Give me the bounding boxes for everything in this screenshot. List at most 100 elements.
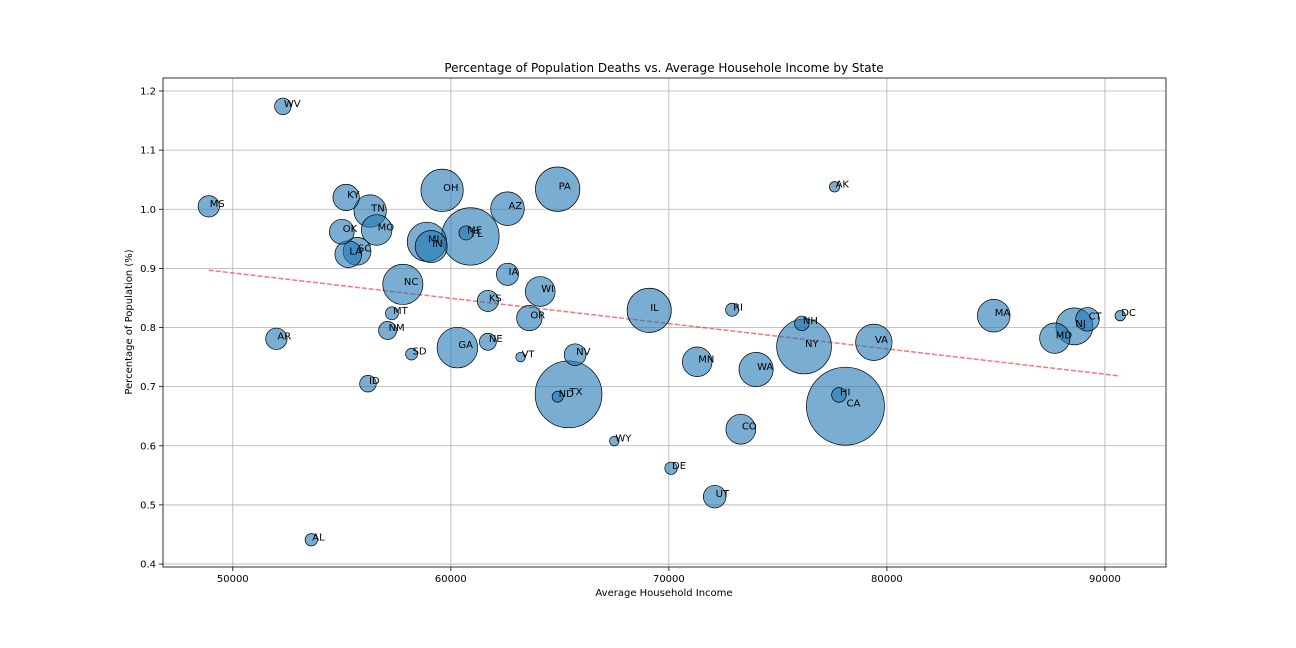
data-label: NE — [489, 334, 503, 345]
data-label: NY — [805, 339, 819, 350]
data-label: MO — [378, 222, 395, 233]
data-label: WA — [757, 362, 773, 373]
data-point — [609, 435, 620, 447]
x-tick-label: 80000 — [871, 574, 903, 585]
data-label: KY — [347, 190, 360, 201]
data-point — [738, 352, 774, 387]
data-label: ID — [369, 376, 380, 387]
data-point — [515, 351, 526, 363]
y-tick-label: 0.5 — [140, 500, 156, 511]
y-tick-label: 0.9 — [140, 264, 156, 275]
data-point — [626, 287, 672, 333]
bubble-layer — [197, 97, 1126, 547]
data-point — [516, 305, 543, 332]
data-point — [829, 181, 841, 193]
data-label: GA — [458, 340, 473, 351]
data-label: OH — [443, 183, 458, 194]
y-tick-label: 0.6 — [140, 441, 156, 452]
data-point — [479, 332, 497, 351]
data-point — [524, 276, 556, 307]
data-label: ND — [559, 389, 574, 400]
data-point — [405, 347, 418, 361]
data-label: TN — [370, 204, 385, 215]
data-label: ME — [467, 225, 482, 236]
data-point — [414, 230, 448, 263]
data-label: CT — [1089, 312, 1103, 323]
data-label: VA — [875, 335, 888, 346]
data-point — [382, 263, 424, 305]
data-label: MN — [698, 354, 714, 365]
data-label: AZ — [509, 201, 523, 212]
plot-frame — [162, 77, 1167, 568]
data-label: IA — [509, 267, 519, 278]
data-point — [436, 326, 479, 369]
data-label: DE — [672, 461, 686, 472]
data-point — [197, 195, 220, 218]
data-label: UT — [716, 489, 730, 500]
y-tick-label: 1.2 — [140, 87, 156, 98]
data-label: RI — [733, 302, 743, 313]
data-point — [664, 461, 678, 475]
data-label: MA — [995, 308, 1011, 319]
data-point — [806, 366, 885, 446]
data-label: AK — [836, 179, 850, 190]
data-point — [359, 375, 377, 393]
y-tick-label: 0.4 — [140, 560, 156, 571]
data-label: NV — [576, 347, 590, 358]
x-tick-label: 70000 — [653, 574, 685, 585]
y-tick-label: 1.0 — [140, 205, 156, 216]
data-label: WV — [284, 99, 301, 110]
data-label: IN — [432, 239, 442, 250]
data-point — [725, 413, 757, 445]
data-label: VT — [522, 350, 536, 361]
data-label: KS — [489, 293, 502, 304]
y-tick-label: 0.7 — [140, 382, 156, 393]
data-point — [490, 191, 525, 226]
data-point — [551, 390, 564, 403]
data-point — [977, 299, 1011, 333]
data-point — [1039, 322, 1071, 354]
data-point — [304, 533, 318, 547]
data-label: CA — [846, 399, 860, 410]
data-label: AR — [277, 331, 291, 342]
data-point — [458, 225, 474, 241]
data-label: PA — [559, 182, 571, 193]
data-point — [794, 315, 810, 332]
data-label: LA — [349, 247, 362, 258]
y-tick-label: 0.8 — [140, 323, 156, 334]
data-point — [563, 343, 587, 366]
data-label: WY — [615, 434, 632, 445]
data-point — [725, 302, 739, 317]
data-point — [496, 262, 519, 286]
data-label: DC — [1121, 308, 1136, 319]
data-label: OR — [530, 311, 545, 322]
data-label: SD — [413, 347, 427, 358]
data-point — [378, 321, 397, 340]
data-point — [420, 168, 464, 212]
data-point — [682, 346, 713, 377]
x-tick-label: 90000 — [1089, 574, 1121, 585]
data-label: FL — [471, 229, 483, 240]
data-point — [361, 214, 393, 246]
data-label: MS — [210, 199, 225, 210]
y-axis-label: Percentage of Population (%) — [124, 249, 135, 394]
data-label: NH — [803, 316, 818, 327]
data-point — [385, 306, 399, 321]
data-point — [1114, 310, 1126, 322]
data-label: OK — [343, 224, 358, 235]
data-point — [831, 387, 847, 403]
data-label: WI — [541, 284, 554, 295]
x-axis-label: Average Household Income — [595, 588, 732, 599]
chart-title: Percentage of Population Deaths vs. Aver… — [444, 61, 883, 75]
data-label: SC — [358, 244, 371, 255]
x-tick-label: 60000 — [435, 574, 467, 585]
data-point — [476, 289, 499, 312]
y-tick-label: 1.1 — [140, 146, 156, 157]
data-label: HI — [840, 387, 850, 398]
tick-layer: 50000 60000 70000 80000 90000 0.4 0.5 0.6 0.7 0.8… — [140, 87, 1121, 585]
data-point — [535, 166, 581, 212]
data-label: NJ — [1075, 319, 1085, 330]
data-label: MT — [393, 306, 409, 317]
